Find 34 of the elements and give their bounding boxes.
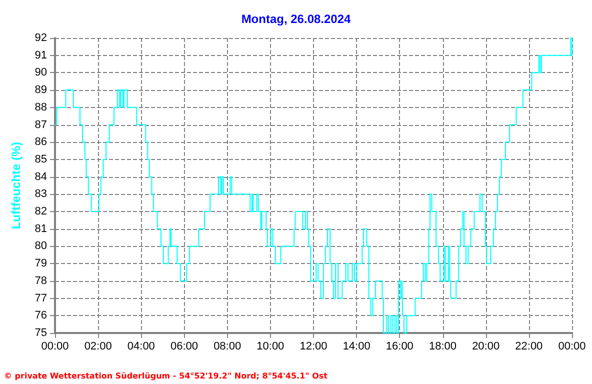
x-tick-label: 22:00: [515, 340, 543, 352]
x-tick-label: 14:00: [342, 340, 370, 352]
text: © private Wetterstation Süderlügum - 54°52'19.2" Nord; 8°54'45.1" Ost: [4, 372, 328, 380]
y-tick-label: 86: [34, 136, 47, 148]
y-tick-label: 88: [34, 101, 47, 114]
y-tick-label: 90: [34, 66, 47, 79]
x-tick-label: 06:00: [170, 340, 198, 352]
y-tick-label: 76: [34, 310, 47, 322]
y-axis-title: Luftfeuchte (%): [9, 142, 23, 230]
x-tick-label: 00:00: [41, 340, 69, 352]
chart-title: Montag, 26.08.2024: [241, 12, 352, 26]
x-tick-label: 20:00: [472, 340, 500, 352]
y-tick-label: 89: [34, 84, 47, 96]
x-tick-label: 16:00: [386, 340, 414, 352]
x-tick-label: 00:00: [558, 340, 586, 352]
y-tick-label: 81: [34, 222, 47, 235]
y-tick-label: 80: [34, 240, 47, 252]
y-tick-label: 92: [34, 32, 47, 44]
y-tick-label: 77: [34, 292, 47, 304]
y-tick-label: 82: [34, 206, 47, 218]
y-tick-label: 85: [34, 153, 47, 166]
y-tick-label: 79: [34, 258, 47, 270]
x-tick-label: 04:00: [127, 340, 155, 352]
x-tick-label: 10:00: [256, 340, 284, 352]
x-tick-label: 02:00: [84, 340, 112, 352]
y-tick-label: 75: [34, 327, 47, 339]
x-tick-label: 12:00: [300, 340, 328, 352]
y-tick-label: 78: [34, 274, 47, 287]
y-tick-label: 84: [34, 170, 47, 183]
y-tick-label: 87: [34, 118, 47, 131]
y-tick-label: 91: [34, 49, 47, 62]
y-tick-label: 83: [34, 188, 47, 200]
x-tick-label: 18:00: [428, 340, 457, 352]
x-tick-label: 08:00: [214, 340, 242, 352]
